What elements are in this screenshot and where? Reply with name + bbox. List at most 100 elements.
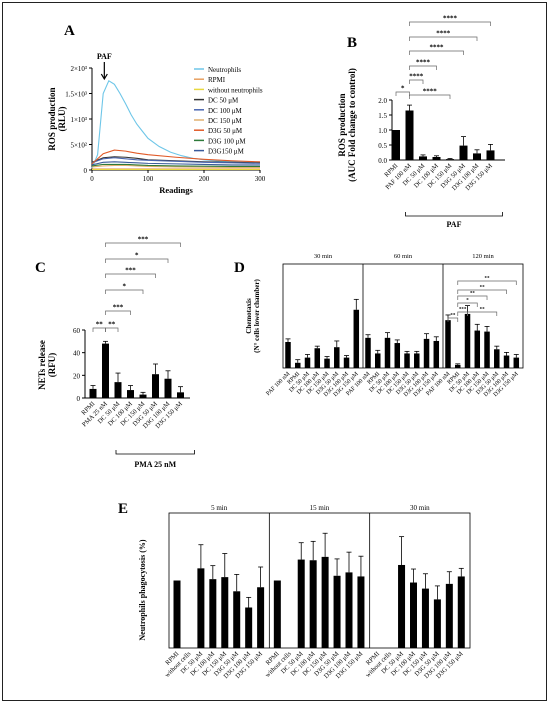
group-bracket	[405, 212, 503, 217]
series-line	[91, 164, 260, 168]
bar	[221, 577, 229, 648]
bar	[295, 362, 301, 368]
bar	[405, 110, 414, 160]
significance-bracket	[457, 302, 478, 307]
panel-letter-a: A	[64, 23, 75, 39]
bar	[433, 599, 441, 648]
plot-box	[282, 263, 524, 369]
bar	[446, 159, 454, 160]
significance-label: ****	[423, 88, 438, 96]
bar	[197, 568, 205, 648]
y-tick-label: 60	[73, 327, 81, 335]
significance-label: ***	[138, 236, 149, 244]
bar	[353, 309, 360, 368]
y-tick-label: 0.0	[378, 157, 387, 165]
group-header: 5 min	[211, 504, 228, 512]
bar	[394, 343, 401, 368]
bar	[314, 348, 321, 368]
bar	[484, 331, 490, 368]
bar	[233, 591, 241, 648]
y-tick-label: 20	[73, 372, 81, 380]
bar	[421, 588, 429, 648]
significance-bracket	[457, 289, 507, 294]
bar	[334, 347, 340, 368]
significance-label: **	[450, 314, 456, 319]
bar	[459, 145, 468, 160]
significance-label: ***	[113, 304, 124, 312]
y-tick-label: 0.5	[378, 142, 387, 150]
bar	[404, 353, 410, 368]
x-tick-label: 300	[255, 175, 266, 183]
y-tick-label: 1×10³	[70, 116, 87, 124]
y-tick-label: 1.5×10³	[65, 91, 87, 99]
y-tick-label: 0	[77, 395, 81, 403]
legend-label: without neutrophils	[208, 86, 263, 94]
significance-bracket	[105, 289, 144, 294]
significance-bracket	[395, 91, 410, 96]
legend-label: DC 150 μM	[208, 117, 242, 125]
bar	[89, 388, 97, 398]
significance-bracket	[105, 327, 119, 332]
group-header: 60 min	[394, 253, 413, 260]
bar	[173, 580, 181, 648]
bar	[177, 392, 184, 398]
x-tick-label: 200	[199, 175, 210, 183]
significance-label: ***	[125, 267, 136, 275]
bar	[114, 382, 122, 398]
y-axis-label: Chemotaxis(N° cells lower chamber)	[245, 279, 261, 353]
series-line	[91, 161, 260, 166]
bar	[433, 340, 440, 368]
series-line	[91, 79, 261, 169]
bar	[333, 575, 341, 648]
x-tick-label: 100	[143, 175, 154, 183]
significance-bracket	[409, 65, 437, 70]
legend-label: D3G150 μM	[208, 148, 245, 156]
significance-label: ****	[436, 30, 451, 38]
significance-bracket	[409, 21, 491, 26]
bar	[473, 153, 481, 160]
bar	[257, 587, 265, 648]
significance-bracket	[409, 50, 464, 55]
significance-bracket	[409, 79, 424, 84]
y-tick-label: 40	[73, 350, 81, 358]
significance-label: **	[480, 286, 486, 291]
bar	[152, 374, 159, 398]
bar	[423, 338, 430, 368]
y-tick-label: 5×10²	[70, 142, 87, 150]
significance-label: **	[485, 277, 491, 282]
bar	[445, 583, 453, 648]
legend-label: DC 100 μM	[208, 107, 242, 115]
significance-label: *	[401, 85, 405, 93]
bar	[321, 556, 329, 648]
y-axis-label: ROS production(RLU)	[47, 87, 67, 150]
bar	[432, 157, 441, 160]
group-header: 15 min	[310, 504, 330, 512]
bar	[345, 572, 353, 648]
significance-bracket	[105, 258, 169, 263]
series-line	[91, 149, 261, 165]
significance-bracket	[409, 94, 451, 99]
x-tick-label: 0	[90, 175, 94, 183]
significance-label: *	[466, 299, 469, 304]
bar	[357, 576, 365, 648]
y-axis-label: NETs release(RFU)	[37, 340, 57, 390]
legend-label: RPMI	[208, 76, 226, 84]
significance-bracket	[447, 317, 459, 322]
significance-bracket	[409, 36, 478, 41]
bar	[398, 564, 406, 648]
bar	[414, 353, 420, 368]
legend-label: DC 50 μM	[208, 97, 239, 105]
y-tick-label: 0	[84, 167, 88, 175]
significance-label: ****	[430, 44, 445, 52]
significance-label: **	[470, 292, 476, 297]
panel-letter-b: B	[347, 35, 357, 51]
significance-label: **	[96, 321, 104, 329]
legend-label: D3G 100 μM	[208, 137, 246, 145]
bar	[503, 355, 510, 368]
significance-label: ****	[416, 59, 431, 67]
bar	[285, 342, 291, 368]
